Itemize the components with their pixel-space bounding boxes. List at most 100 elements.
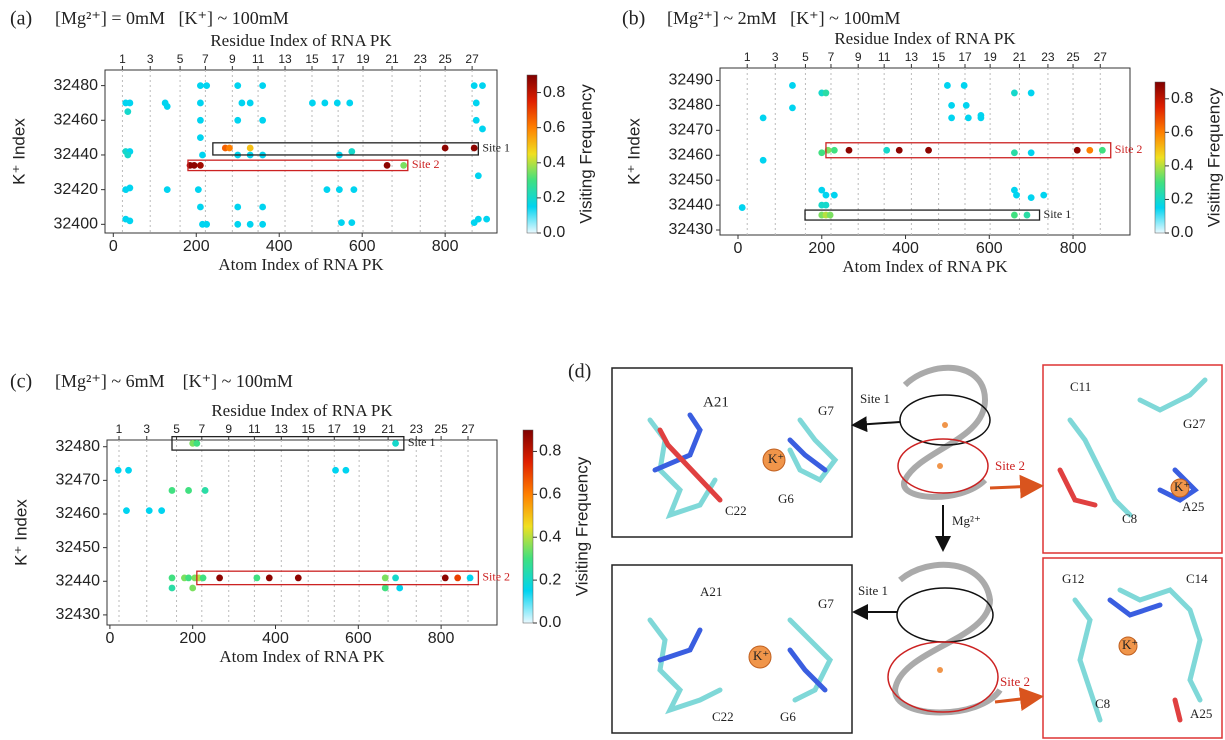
rna-backbone bbox=[891, 561, 1003, 716]
molecule-stick bbox=[787, 647, 828, 693]
ion-label: K⁺ bbox=[1174, 479, 1190, 494]
data-point bbox=[1040, 191, 1048, 199]
y-axis-label: K⁺ Index bbox=[11, 499, 30, 566]
molecule-stick bbox=[652, 412, 703, 473]
x2-tick-label: 21 bbox=[381, 422, 395, 436]
x2-tick-label: 13 bbox=[905, 50, 919, 64]
data-point bbox=[962, 101, 970, 109]
molecule-stick bbox=[1172, 697, 1183, 723]
data-point bbox=[309, 99, 316, 107]
site-box bbox=[804, 209, 1041, 221]
data-point bbox=[818, 186, 826, 194]
data-point bbox=[197, 134, 204, 142]
data-point bbox=[190, 161, 198, 169]
data-point bbox=[960, 82, 968, 89]
panel-d: (d) Site 1 Site 2 Mg²⁺ Site bbox=[568, 361, 1223, 739]
x-tick-label: 600 bbox=[976, 240, 1003, 257]
data-point bbox=[789, 82, 796, 89]
residue-label: A25 bbox=[1182, 499, 1204, 514]
k-ion bbox=[1170, 478, 1190, 498]
data-point bbox=[925, 146, 932, 154]
data-point bbox=[234, 203, 242, 211]
residue-label: C22 bbox=[725, 503, 747, 518]
k-ion bbox=[762, 448, 786, 472]
data-point bbox=[944, 82, 951, 89]
data-point bbox=[479, 82, 486, 90]
site-label: Site 2 bbox=[1115, 142, 1143, 156]
residue-label: G27 bbox=[1183, 416, 1206, 431]
y-axis-label: K⁺ Index bbox=[9, 118, 28, 185]
molecule-stick bbox=[1067, 417, 1133, 518]
molecule-stick bbox=[657, 627, 703, 663]
x-tick-label: 800 bbox=[1060, 240, 1087, 257]
data-point bbox=[441, 574, 449, 582]
plot-frame bbox=[106, 439, 498, 626]
y-tick-label: 32480 bbox=[56, 438, 101, 455]
colorbar-tick-label: 0.8 bbox=[539, 443, 561, 460]
data-point bbox=[332, 466, 339, 474]
colorbar-label: Visiting Frequency bbox=[576, 84, 595, 224]
data-point bbox=[346, 99, 354, 107]
data-point bbox=[126, 217, 134, 225]
x-tick-label: 400 bbox=[266, 238, 293, 255]
y-axis-label: K⁺ Index bbox=[624, 118, 643, 185]
data-point bbox=[470, 219, 478, 226]
x2-tick-label: 7 bbox=[828, 50, 835, 64]
residue-label: C14 bbox=[1186, 571, 1208, 586]
x2-tick-label: 17 bbox=[328, 422, 342, 436]
y-tick-label: 32470 bbox=[56, 472, 101, 489]
site-label: Site 2 bbox=[412, 157, 440, 171]
colorbar-tick-label: 0.6 bbox=[1171, 124, 1193, 141]
arrow bbox=[994, 687, 1044, 711]
data-point bbox=[830, 146, 838, 154]
data-point bbox=[168, 584, 176, 592]
x2-tick-label: 27 bbox=[1094, 50, 1108, 64]
data-point bbox=[466, 574, 474, 582]
data-point bbox=[246, 144, 254, 152]
x2-tick-label: 19 bbox=[352, 422, 366, 436]
k-ion bbox=[748, 645, 772, 669]
x2-tick-label: 25 bbox=[1066, 50, 1080, 64]
y-tick-label: 32440 bbox=[669, 196, 714, 213]
data-point bbox=[948, 114, 955, 122]
x2-tick-label: 25 bbox=[438, 52, 452, 66]
k-ion bbox=[937, 463, 943, 469]
data-point bbox=[470, 144, 478, 152]
x2-tick-label: 9 bbox=[855, 50, 862, 64]
y-tick-label: 32460 bbox=[54, 112, 99, 129]
molecule-stick bbox=[1117, 587, 1203, 703]
colorbar-tick-label: 0.0 bbox=[543, 224, 565, 241]
k-ion bbox=[942, 422, 948, 428]
data-point bbox=[238, 99, 246, 107]
y-tick-label: 32460 bbox=[56, 505, 101, 522]
x-tick-label: 200 bbox=[183, 238, 210, 255]
data-point bbox=[168, 574, 176, 582]
data-point bbox=[114, 466, 122, 474]
data-point bbox=[822, 89, 830, 97]
x-tick-label: 600 bbox=[345, 630, 372, 647]
site-label: Site 1 bbox=[860, 391, 890, 406]
x2-tick-label: 21 bbox=[1013, 50, 1027, 64]
residue-label: A25 bbox=[1190, 706, 1212, 721]
data-point bbox=[392, 439, 399, 447]
residue-label: G12 bbox=[1062, 571, 1084, 586]
data-point bbox=[216, 574, 224, 582]
x2-tick-label: 19 bbox=[983, 50, 997, 64]
x-axis-label: Atom Index of RNA PK bbox=[218, 255, 384, 274]
site-label: Site 2 bbox=[1000, 674, 1030, 689]
residue-label: C11 bbox=[1070, 379, 1091, 394]
x2-tick-label: 13 bbox=[275, 422, 289, 436]
x2-tick-label: 3 bbox=[143, 422, 150, 436]
site-ellipse bbox=[887, 641, 999, 713]
arrow bbox=[851, 416, 901, 433]
x-tick-label: 0 bbox=[734, 240, 743, 257]
x-tick-label: 800 bbox=[432, 238, 459, 255]
colorbar bbox=[522, 429, 534, 624]
data-point bbox=[197, 203, 204, 211]
data-point bbox=[253, 574, 261, 582]
data-point bbox=[124, 151, 132, 159]
colorbar-tick-label: 0.2 bbox=[539, 571, 561, 588]
x2-tick-label: 23 bbox=[1041, 50, 1055, 64]
data-point bbox=[123, 507, 130, 515]
data-point bbox=[259, 116, 267, 124]
